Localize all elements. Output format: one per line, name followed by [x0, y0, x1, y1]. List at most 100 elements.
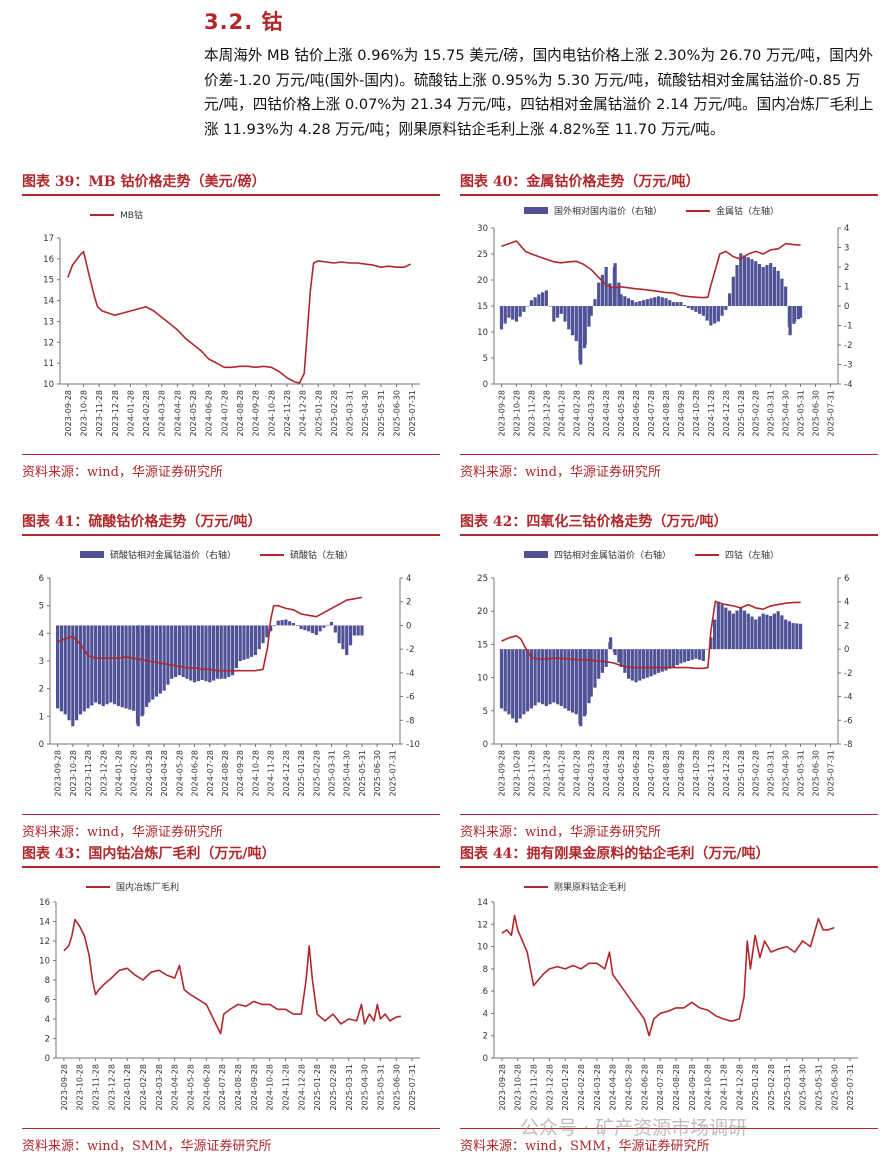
- bar: [705, 306, 709, 321]
- bar: [284, 619, 288, 626]
- x-tick-label: 2023-11-28: [95, 390, 104, 437]
- series-line: [501, 600, 801, 670]
- bar: [623, 649, 627, 673]
- bar: [776, 611, 780, 650]
- x-tick-label: 2025-02-28: [329, 1064, 338, 1111]
- x-tick-label: 2024-05-28: [625, 1064, 634, 1111]
- chart-svg: 10 11 12 13 14 15 16 17 2023-09-28 2023-10-28 2023…: [43, 234, 420, 437]
- bar: [630, 300, 634, 306]
- x-tick-label: 2024-02-28: [130, 750, 139, 797]
- x-tick-label: 2024-11-28: [719, 1064, 728, 1111]
- bar: [257, 625, 261, 650]
- x-tick-label: 2023-10-28: [69, 750, 78, 797]
- bar: [668, 300, 672, 306]
- bar: [638, 301, 642, 306]
- bar: [690, 649, 694, 660]
- series-line: [63, 918, 402, 1035]
- legend-line-swatch: [90, 213, 114, 216]
- bar: [272, 625, 277, 627]
- bar: [318, 625, 322, 632]
- y-tick-label: 10: [477, 943, 488, 953]
- x-tick-label: 2024-01-28: [123, 1064, 132, 1111]
- x-tick-label: 2025-05-31: [797, 390, 806, 437]
- x-tick-label: 2023-11-28: [530, 1064, 539, 1111]
- legend-label: 硫酸钴（左轴）: [290, 551, 354, 561]
- bar: [514, 306, 519, 322]
- bar: [623, 296, 627, 306]
- bar: [698, 306, 702, 314]
- bar: [356, 625, 360, 636]
- section-title: 钴: [261, 10, 284, 34]
- y-tick-label: 0: [39, 740, 44, 750]
- x-tick-label: 2025-03-31: [767, 390, 776, 437]
- x-tick-label: 2024-03-28: [593, 1064, 602, 1111]
- x-tick-label: 2024-07-28: [647, 390, 656, 437]
- series-line: [501, 914, 835, 1037]
- bar: [552, 306, 556, 322]
- x-tick-label: 2024-02-28: [139, 1064, 148, 1111]
- bar: [192, 625, 197, 683]
- y-tick-label: 0: [483, 380, 488, 390]
- bar: [593, 649, 597, 688]
- bar: [200, 625, 204, 680]
- bar: [750, 616, 754, 650]
- x-tick-label: 2025-05-31: [377, 390, 386, 437]
- y-tick-label: 10: [39, 957, 50, 967]
- x-tick-label: 2024-06-28: [202, 1064, 211, 1111]
- chart-svg: 0 5 10 15 20 25 -8 -6 -4 -2 0 2 4 6 2023-09-28 2023-10-…: [477, 574, 852, 797]
- bar: [716, 306, 720, 322]
- bar: [189, 625, 193, 681]
- section-heading: 3.2. 钴: [204, 6, 284, 36]
- bar: [784, 619, 788, 650]
- bar: [716, 601, 720, 650]
- y-tick-label: 16: [43, 255, 54, 265]
- x-tick-label: 2024-04-28: [160, 750, 169, 797]
- bar: [166, 625, 170, 685]
- bar: [780, 278, 784, 306]
- bar: [234, 625, 239, 669]
- y-tick-label: 15: [477, 640, 488, 650]
- x-tick-label: 2025-06-30: [812, 750, 821, 797]
- x-tick-label: 2024-05-28: [187, 1064, 196, 1111]
- bar: [75, 625, 79, 721]
- bar: [653, 297, 657, 306]
- x-tick-label: 2023-09-28: [64, 390, 73, 437]
- x-tick-label: 2025-06-30: [392, 1064, 401, 1111]
- bar: [656, 649, 661, 673]
- x-tick-label: 2024-10-28: [692, 390, 701, 437]
- bar: [360, 625, 364, 636]
- bar: [772, 267, 777, 306]
- y-tick-label: 5: [483, 707, 488, 717]
- bar: [627, 649, 631, 679]
- bar: [683, 305, 687, 306]
- bar: [757, 616, 762, 650]
- x-tick-label: 2024-07-28: [656, 1064, 665, 1111]
- x-tick-label: 2025-04-30: [343, 750, 352, 797]
- x-tick-label: 2023-11-28: [527, 390, 536, 437]
- x-tick-label: 2024-04-28: [602, 750, 611, 797]
- legend-label: 国内冶炼厂毛利: [116, 883, 180, 893]
- chart-legend: MB钴: [90, 208, 161, 221]
- y-tick-label: 20: [477, 276, 488, 286]
- bar: [253, 625, 258, 656]
- x-tick-label: 2023-11-28: [92, 1064, 101, 1111]
- x-tick-label: 2023-10-28: [79, 390, 88, 437]
- bar: [604, 649, 608, 667]
- chart-legend: 四钴相对金属钴溢价（右轴） 四钴（左轴）: [524, 548, 779, 561]
- chart-legend: 国外相对国内溢价（右轴） 金属钴（左轴）: [524, 204, 779, 217]
- bar: [314, 625, 318, 635]
- bar: [529, 649, 533, 709]
- bar: [529, 300, 533, 306]
- bar: [322, 625, 326, 628]
- y-tick-label-right: -2: [406, 645, 414, 655]
- y-tick-label: 14: [39, 918, 50, 928]
- x-tick-label: 2024-06-28: [191, 750, 200, 797]
- x-tick-label: 2025-02-28: [752, 390, 761, 437]
- bar: [641, 649, 646, 679]
- bar: [634, 649, 638, 683]
- bar: [735, 265, 739, 306]
- bar: [97, 625, 102, 705]
- x-tick-label: 2023-11-28: [527, 750, 536, 797]
- bar: [511, 649, 515, 719]
- y-tick-label: 8: [45, 976, 50, 986]
